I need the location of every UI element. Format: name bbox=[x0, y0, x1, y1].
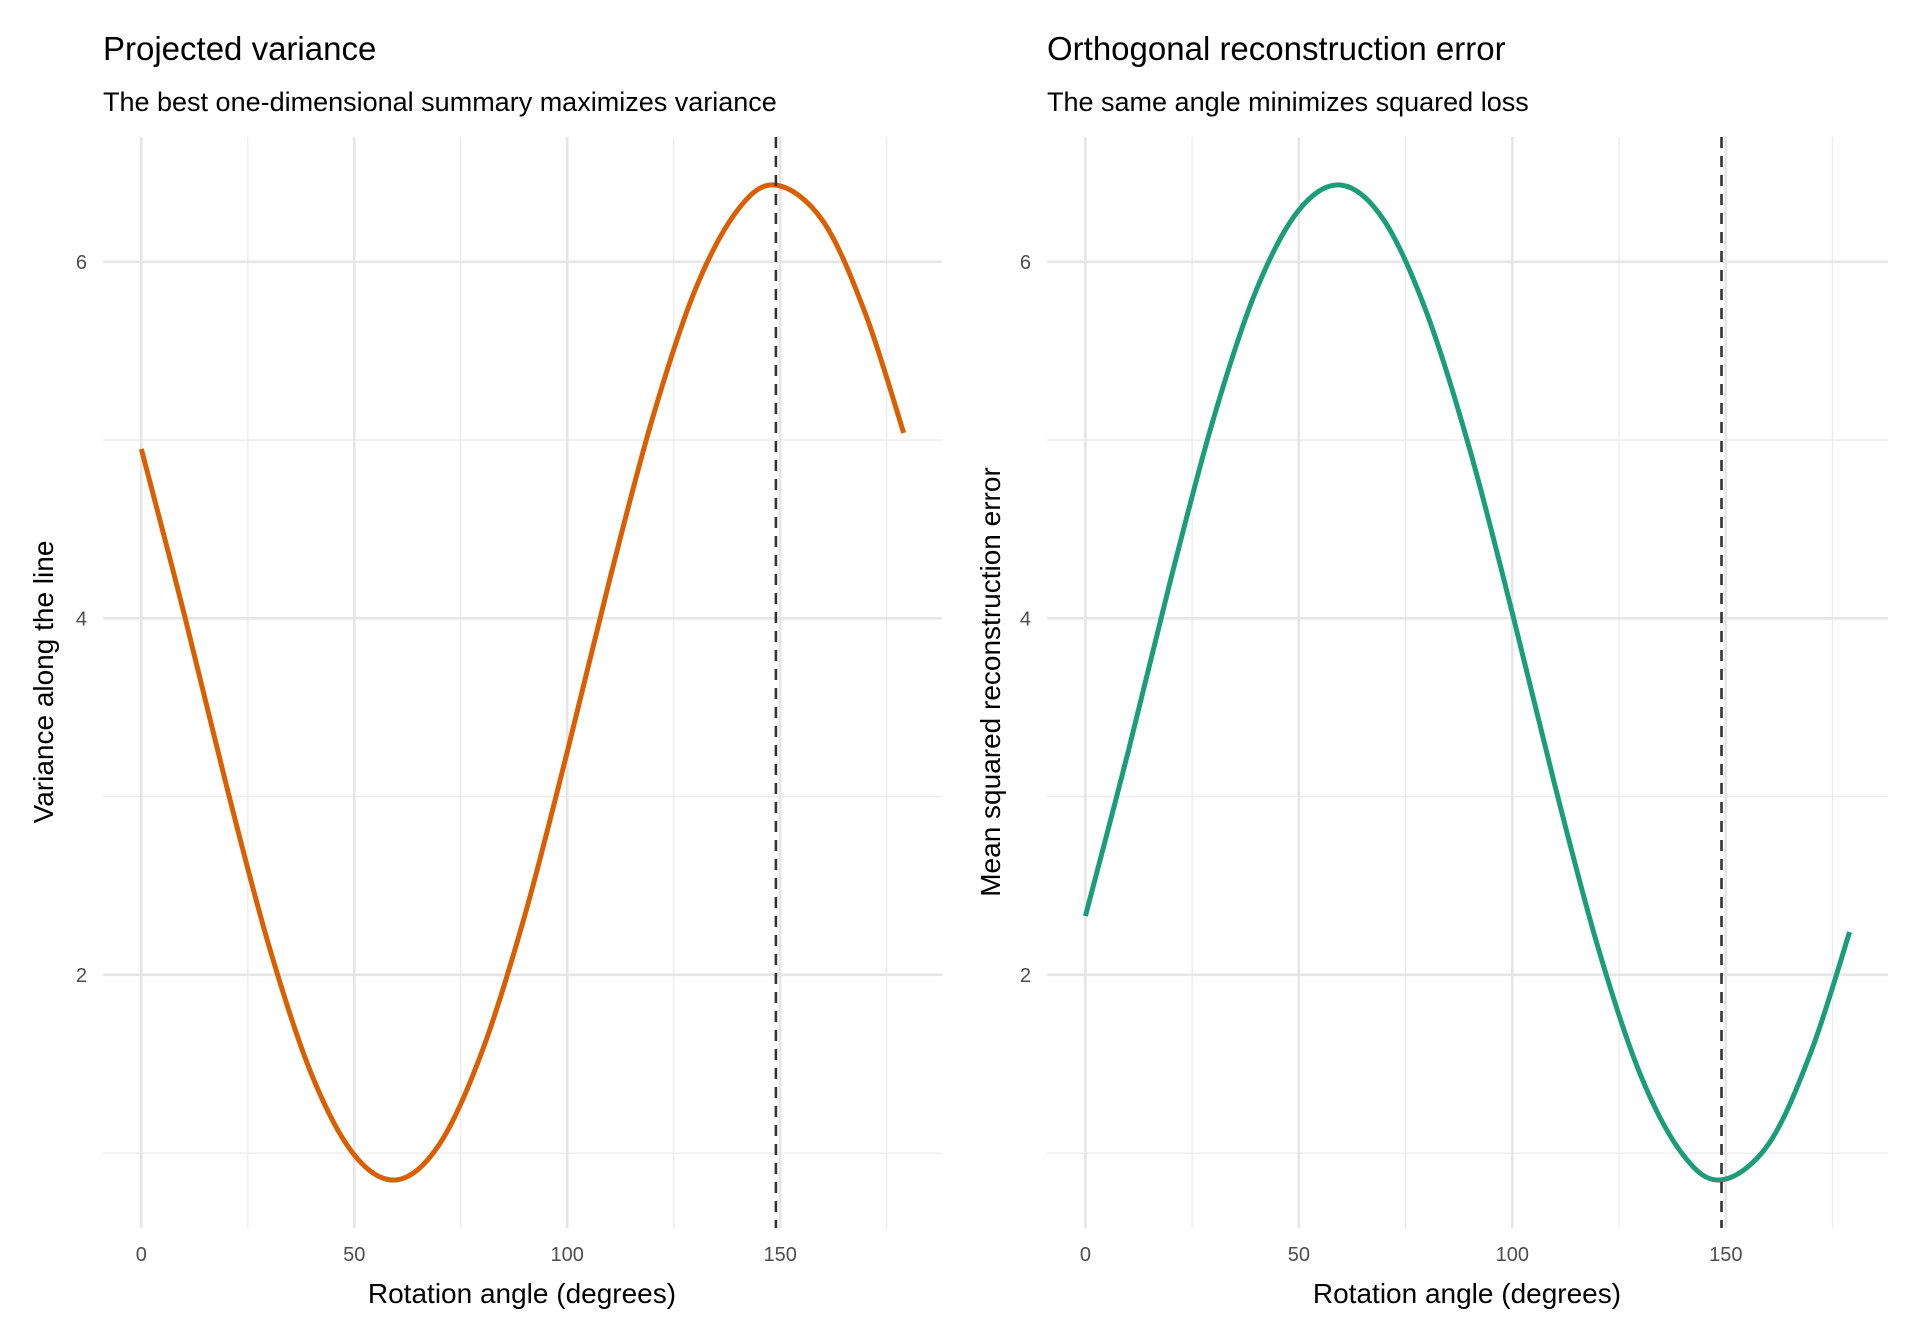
y-tick-label: 6 bbox=[1020, 252, 1031, 274]
x-tick-label: 150 bbox=[1709, 1244, 1742, 1266]
x-tick-label: 50 bbox=[343, 1244, 365, 1266]
y-axis-title: Mean squared reconstruction error bbox=[975, 467, 1006, 897]
x-tick-label: 0 bbox=[136, 1244, 147, 1266]
panel-reconstruction-error: Orthogonal reconstruction error The same… bbox=[975, 30, 1888, 1309]
x-tick-label: 150 bbox=[763, 1244, 796, 1266]
y-tick-label: 4 bbox=[1020, 608, 1031, 630]
x-tick-label: 0 bbox=[1080, 1244, 1091, 1266]
x-tick-label: 100 bbox=[1496, 1244, 1529, 1266]
x-tick-label: 100 bbox=[551, 1244, 584, 1266]
y-axis-title: Variance along the line bbox=[28, 541, 59, 824]
y-tick-label: 6 bbox=[76, 252, 87, 274]
panel-projected-variance: Projected variance The best one-dimensio… bbox=[28, 30, 942, 1309]
x-axis-title: Rotation angle (degrees) bbox=[1313, 1278, 1621, 1309]
panel-title: Projected variance bbox=[103, 30, 376, 67]
x-axis-title: Rotation angle (degrees) bbox=[368, 1278, 676, 1309]
y-tick-label: 2 bbox=[1020, 965, 1031, 987]
y-tick-label: 4 bbox=[76, 608, 87, 630]
x-tick-label: 50 bbox=[1288, 1244, 1310, 1266]
gridlines bbox=[1047, 137, 1888, 1228]
series-line bbox=[138, 182, 907, 1183]
panel-subtitle: The best one-dimensional summary maximiz… bbox=[103, 87, 777, 117]
panel-subtitle: The same angle minimizes squared loss bbox=[1047, 87, 1529, 117]
y-tick-label: 2 bbox=[76, 965, 87, 987]
gridlines bbox=[103, 137, 942, 1228]
series-line bbox=[1083, 182, 1852, 1183]
panel-title: Orthogonal reconstruction error bbox=[1047, 30, 1506, 67]
